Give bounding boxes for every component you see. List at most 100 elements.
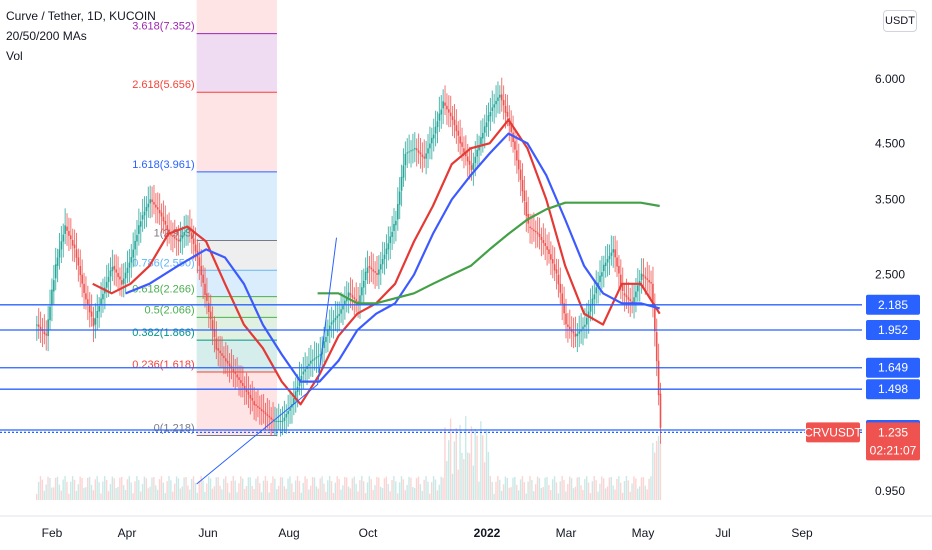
candle <box>414 148 416 150</box>
candle <box>247 391 250 395</box>
candle <box>90 311 93 317</box>
candle <box>657 360 660 396</box>
candle <box>431 137 433 144</box>
volume-bar <box>465 416 467 500</box>
volume-bar <box>474 428 476 500</box>
volume-bar <box>98 482 100 500</box>
candle <box>635 291 637 298</box>
symbol-title[interactable]: Curve / Tether, 1D, KUCOIN <box>6 9 156 23</box>
candle <box>625 295 628 298</box>
volume-bar <box>85 487 87 500</box>
candle <box>618 265 620 274</box>
volume-bar <box>351 478 354 500</box>
candle <box>362 280 365 288</box>
candle <box>100 298 102 306</box>
candle <box>621 283 624 291</box>
candle <box>574 333 577 337</box>
candle <box>149 199 151 204</box>
volume-bar <box>264 476 267 500</box>
candle <box>376 272 378 275</box>
volume-bar <box>317 488 320 500</box>
candle <box>217 348 220 351</box>
x-tick-label: Jun <box>198 526 217 540</box>
volume-bar <box>206 483 208 500</box>
candle <box>652 283 654 308</box>
volume-bar <box>414 487 416 500</box>
candle <box>45 333 48 336</box>
volume-bar <box>209 478 212 500</box>
volume-bar <box>119 477 121 500</box>
candle <box>298 379 301 386</box>
volume-bar <box>281 477 284 500</box>
candle <box>115 269 117 273</box>
volume-bar <box>489 476 491 500</box>
candle <box>266 414 269 416</box>
volume-bar <box>434 479 437 500</box>
candle <box>177 239 180 242</box>
volume-bar <box>243 489 246 500</box>
volume-bar <box>207 476 210 500</box>
volume-bar <box>310 485 312 500</box>
fib-level-label: 0(1.218) <box>154 422 195 434</box>
candle <box>139 221 142 227</box>
volume-bar <box>357 491 359 500</box>
x-tick-label: 2022 <box>474 526 501 540</box>
candle <box>319 354 322 356</box>
candle <box>620 274 622 286</box>
volume-bar <box>185 477 187 500</box>
candle <box>589 305 592 312</box>
candle <box>482 132 484 139</box>
candle <box>587 311 590 318</box>
volume-bar <box>572 488 575 500</box>
volume-bar <box>637 488 639 500</box>
volume-bar <box>164 493 166 500</box>
candle <box>172 235 174 237</box>
volume-bar <box>183 477 185 500</box>
candle <box>523 190 526 201</box>
volume-bar <box>198 480 200 500</box>
volume-indicator-label[interactable]: Vol <box>6 49 23 63</box>
candle <box>608 255 611 260</box>
volume-bar <box>253 489 255 500</box>
volume-bar <box>531 479 533 500</box>
level-price-label: 1.649 <box>878 361 908 375</box>
volume-bar <box>398 482 401 500</box>
candle <box>629 299 632 302</box>
volume-bar <box>576 477 578 500</box>
candle <box>287 410 289 415</box>
candle <box>572 331 575 334</box>
volume-bar <box>115 488 117 500</box>
volume-bar <box>92 490 95 500</box>
candle <box>81 274 83 284</box>
candle <box>436 121 439 128</box>
volume-bar <box>155 485 157 500</box>
volume-bar <box>270 483 272 500</box>
candle <box>525 202 528 217</box>
volume-bar <box>73 479 76 500</box>
candle <box>155 204 157 208</box>
ma-indicator-label[interactable]: 20/50/200 MAs <box>6 29 87 43</box>
candle <box>105 281 108 288</box>
candle <box>491 107 494 111</box>
volume-bar <box>378 477 380 500</box>
currency-button[interactable]: USDT <box>883 10 917 32</box>
y-tick-label: 2.500 <box>875 268 905 282</box>
volume-bar <box>255 478 257 500</box>
volume-bar <box>657 436 660 500</box>
candle <box>232 368 235 373</box>
candle <box>446 105 448 110</box>
volume-bar <box>47 476 49 500</box>
volume-bar <box>87 477 89 500</box>
volume-bar <box>194 482 197 500</box>
volume-bar <box>117 486 119 500</box>
volume-bar <box>96 476 98 500</box>
candle <box>544 243 547 246</box>
candle <box>368 265 371 268</box>
volume-bar <box>249 477 251 500</box>
candle <box>474 156 477 164</box>
volume-bar <box>289 476 291 500</box>
candle <box>51 289 53 306</box>
volume-bar <box>75 490 78 500</box>
candle <box>395 220 397 226</box>
